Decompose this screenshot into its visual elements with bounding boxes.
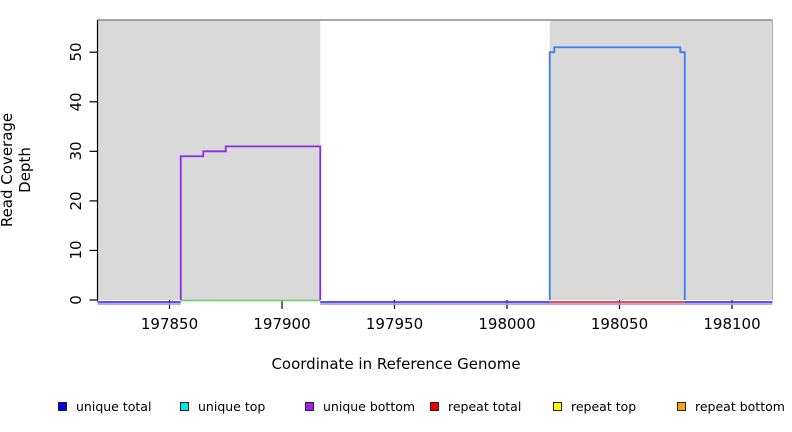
legend-label: unique bottom	[323, 398, 416, 414]
unique-bottom-swatch-icon	[305, 401, 314, 411]
legend-label: unique total	[76, 398, 152, 414]
right-gray-region	[549, 20, 773, 300]
x-tick-label: 198050	[590, 315, 649, 333]
series-unique-total-coverage	[548, 46, 686, 300]
repeat-bottom-swatch-icon	[677, 401, 686, 411]
y-tick-label: 30	[67, 141, 85, 161]
legend-item-unique-total: unique total	[58, 398, 151, 414]
repeat-total-swatch-icon	[430, 401, 439, 411]
legend: unique total unique top unique bottom re…	[0, 398, 792, 418]
legend-label: unique top	[198, 398, 266, 414]
y-axis-title: Read Coverage Depth	[0, 112, 34, 228]
legend-label: repeat top	[571, 398, 637, 414]
legend-label: repeat total	[448, 398, 522, 414]
x-axis-title: Coordinate in Reference Genome	[271, 355, 521, 373]
legend-item-repeat-bottom: repeat bottom	[677, 398, 785, 414]
repeat-top-swatch-icon	[553, 401, 562, 411]
legend-item-repeat-total: repeat total	[430, 398, 521, 414]
legend-item-repeat-top: repeat top	[553, 398, 636, 414]
x-tick-label: 197850	[140, 315, 199, 333]
y-tick-label: 10	[67, 240, 85, 260]
y-tick-label: 40	[67, 92, 85, 112]
series-unique-bottom-coverage	[179, 145, 322, 300]
left-gray-region	[97, 20, 321, 300]
x-tick-label: 197900	[253, 315, 311, 333]
legend-item-unique-top: unique top	[180, 398, 265, 414]
y-tick-label: 50	[67, 42, 85, 62]
legend-label: repeat bottom	[695, 398, 785, 414]
x-tick-label: 198100	[703, 315, 761, 333]
x-tick-label: 197950	[365, 315, 424, 333]
y-tick-label: 0	[67, 295, 85, 305]
legend-item-unique-bottom: unique bottom	[305, 398, 415, 414]
x-tick-label: 198000	[478, 315, 536, 333]
unique-total-swatch-icon	[58, 401, 67, 411]
unique-top-swatch-icon	[180, 401, 189, 411]
y-tick-label: 20	[67, 191, 85, 211]
